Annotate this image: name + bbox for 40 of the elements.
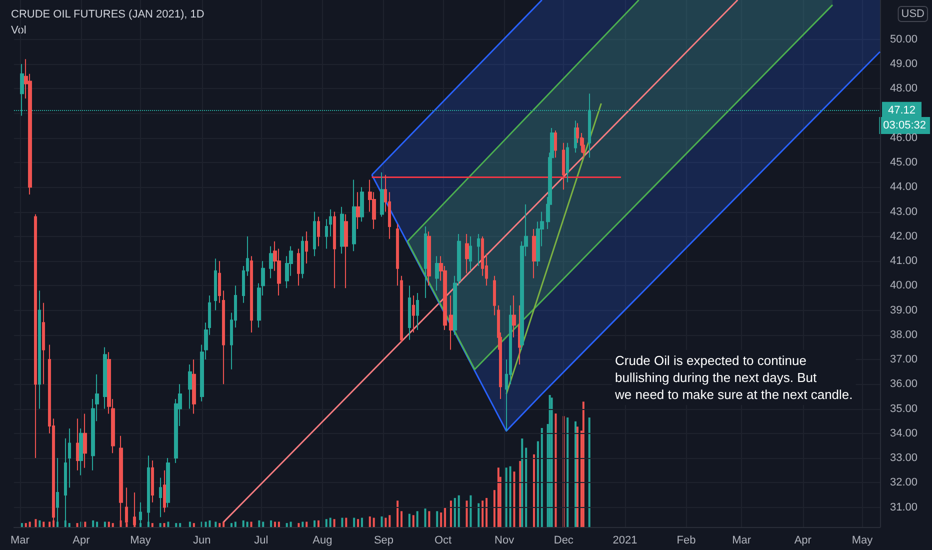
x-tick-label: Mar — [732, 534, 752, 546]
x-tick-label: Mar — [10, 534, 30, 546]
y-tick-label: 37.00 — [890, 354, 918, 366]
x-tick-label: Apr — [794, 534, 812, 546]
x-tick-label: Oct — [434, 534, 452, 546]
y-tick-label: 34.00 — [890, 427, 918, 440]
y-tick-label: 31.00 — [890, 501, 918, 514]
x-tick-label: Apr — [72, 534, 90, 546]
y-tick-label: 40.00 — [890, 280, 918, 292]
y-tick-label: 45.00 — [890, 156, 918, 169]
y-tick-label: 50.00 — [890, 33, 918, 46]
y-tick-label: 35.00 — [890, 402, 918, 415]
y-tick-label: 43.00 — [890, 206, 918, 218]
y-tick-label: 48.00 — [890, 82, 918, 95]
y-tick-label: 39.00 — [890, 304, 918, 316]
y-tick-label: 41.00 — [890, 255, 918, 268]
x-tick-label: May — [852, 534, 874, 546]
y-tick-label: 36.00 — [890, 378, 918, 390]
y-tick-label: 42.00 — [890, 230, 918, 242]
x-tick-label: Feb — [676, 534, 696, 546]
y-tick-label: 32.00 — [890, 476, 918, 489]
text: USD — [901, 8, 925, 20]
y-tick-label: 38.00 — [890, 328, 918, 341]
text: 03:05:32 — [883, 120, 926, 132]
chart-title: Vol — [11, 24, 26, 36]
y-tick-label: 44.00 — [890, 181, 918, 194]
x-tick-label: Dec — [554, 534, 574, 546]
x-tick-label: Nov — [494, 534, 515, 546]
x-tick-label: Sep — [374, 534, 394, 546]
x-tick-label: May — [130, 534, 152, 546]
y-tick-label: 33.00 — [890, 452, 918, 464]
y-tick-label: 46.00 — [890, 132, 918, 144]
y-tick-label: 49.00 — [890, 58, 918, 70]
x-tick-label: 2021 — [612, 534, 638, 546]
annotation: Crude Oil is expected to continue bullishing during the next days. But we need to make sure at the next candle. — [614, 353, 853, 402]
ref-line-label: 47.12 — [888, 104, 916, 116]
x-tick-label: Aug — [312, 534, 332, 546]
x-tick-label: Jul — [254, 534, 268, 546]
text: CRUDE OIL FUTURES (JAN 2021), 1D — [11, 8, 204, 20]
x-tick-label: Jun — [192, 534, 211, 546]
